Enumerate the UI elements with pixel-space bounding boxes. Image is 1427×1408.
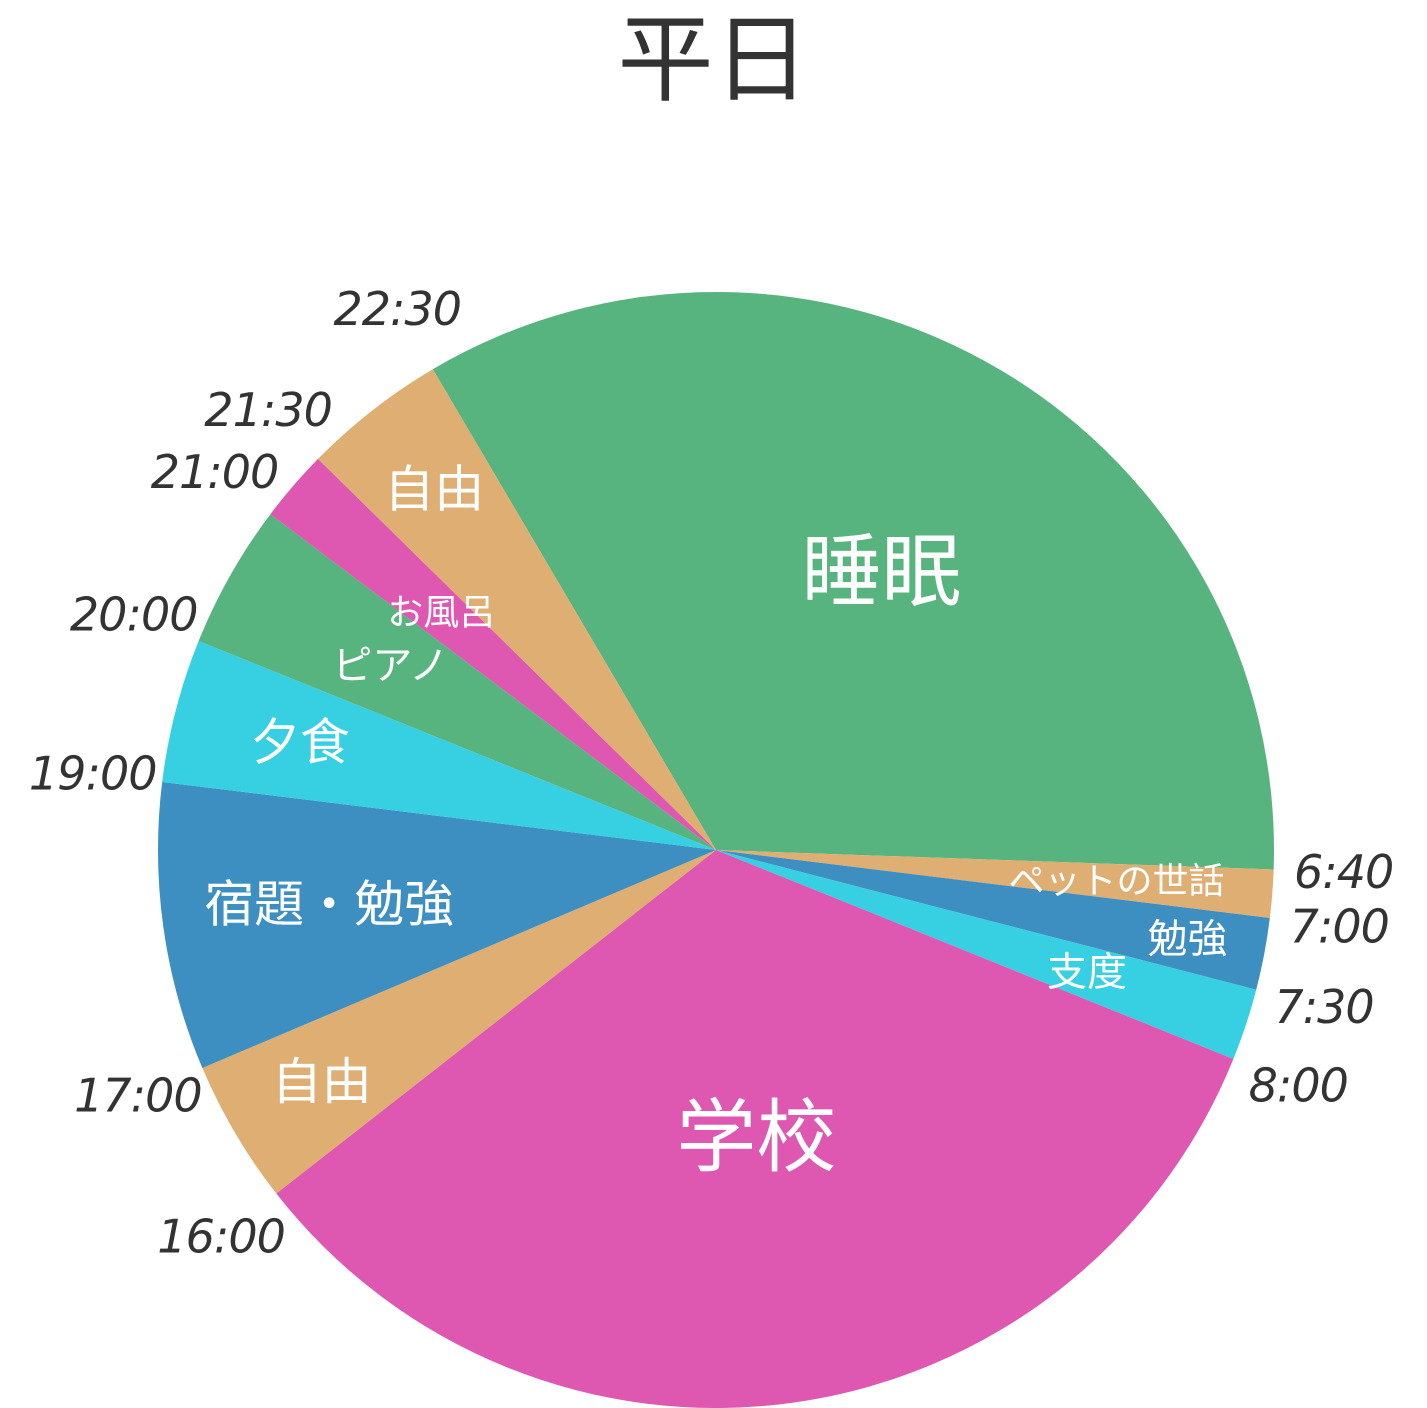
time-label: 21:30 — [204, 383, 332, 437]
pie-slice — [318, 369, 716, 850]
slice-label: お風呂 — [387, 593, 495, 634]
slice-label: 自由 — [384, 460, 484, 518]
slice-label: ペットの世話 — [1008, 861, 1224, 902]
slice-label: 自由 — [272, 1053, 372, 1111]
slice-label: 勉強 — [1148, 917, 1228, 963]
time-label: 22:30 — [334, 282, 462, 336]
time-labels: 6:407:00 7:30 8:00 16:00 17:00 19:00 20:00 21:0… — [29, 282, 1394, 1264]
pie-slice — [716, 850, 1270, 990]
pie-slice — [198, 514, 716, 850]
time-label: 17:00 — [74, 1068, 202, 1122]
pie-slices — [158, 291, 1274, 1408]
time-label: 6:40 — [1294, 845, 1393, 899]
slice-label: 支度 — [1047, 949, 1127, 995]
time-label: 7:00 — [1290, 900, 1389, 954]
time-label: 21:00 — [151, 445, 279, 499]
slice-label: 睡眠 — [802, 525, 962, 618]
slice-label: 夕食 — [250, 713, 350, 771]
time-label: 16:00 — [157, 1210, 285, 1264]
pie-slice — [716, 850, 1274, 918]
pie-slice — [158, 782, 716, 1069]
pie-slice — [432, 291, 1274, 870]
pie-slice — [276, 850, 1234, 1408]
pie-slice — [162, 640, 716, 850]
time-label: 20:00 — [70, 588, 198, 642]
pie-slice — [202, 850, 717, 1194]
pie-slice — [716, 850, 1257, 1060]
time-label: 8:00 — [1249, 1058, 1348, 1112]
pie-slice — [270, 458, 716, 850]
time-label: 7:30 — [1274, 980, 1373, 1034]
time-label: 19:00 — [29, 747, 157, 801]
chart-title: 平日 — [617, 4, 810, 116]
slice-label: ピアノ — [332, 643, 448, 689]
slice-label: 宿題・勉強 — [204, 875, 454, 933]
slice-label: 学校 — [676, 1091, 836, 1184]
